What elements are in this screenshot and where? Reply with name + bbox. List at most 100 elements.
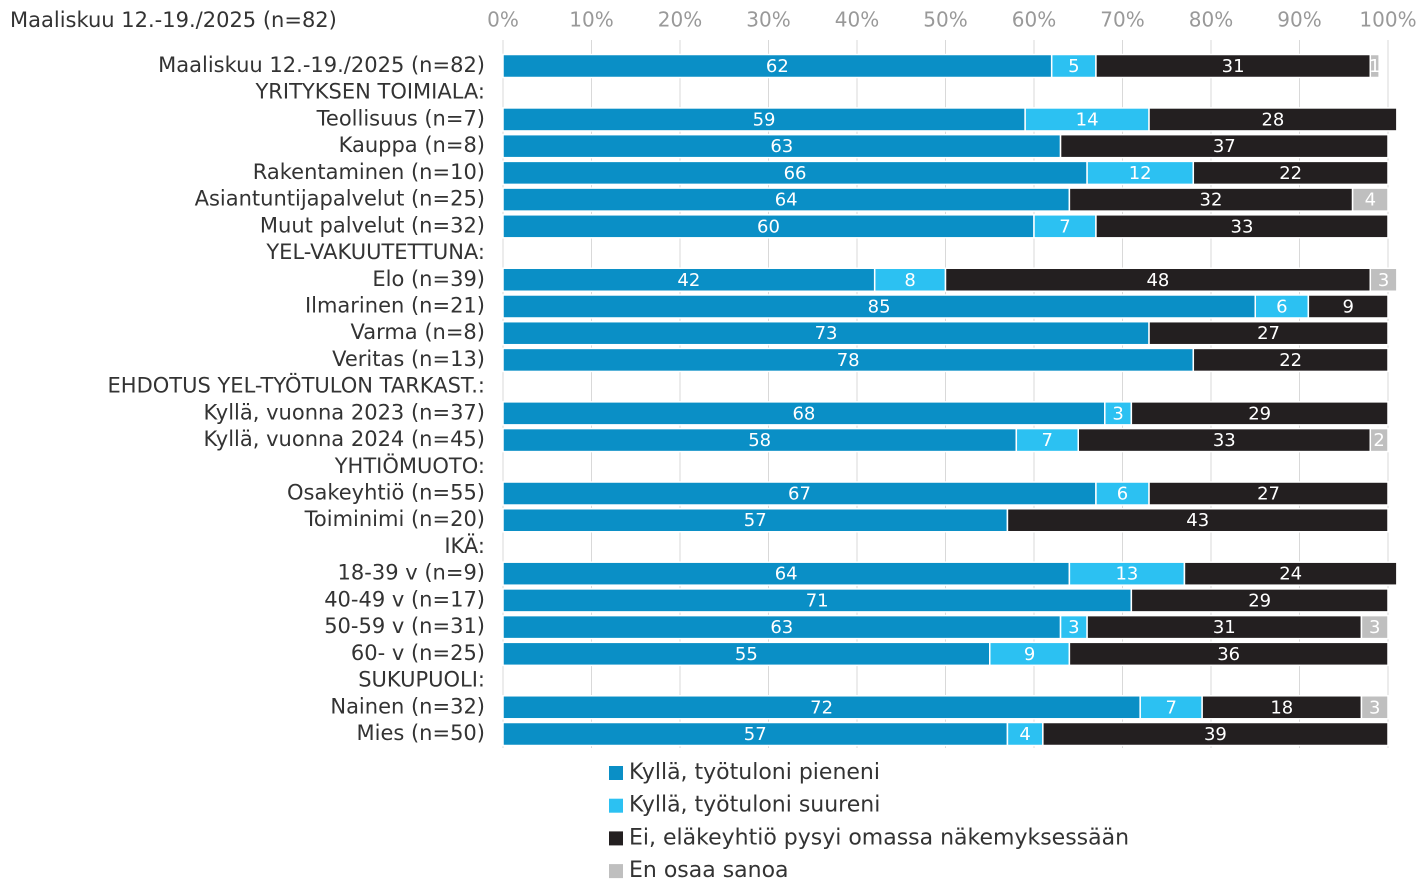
- legend-swatch: [609, 798, 623, 813]
- data-label: 12: [1129, 163, 1152, 184]
- data-label: 14: [1076, 109, 1099, 130]
- data-label: 3: [1112, 403, 1123, 424]
- data-label: 85: [868, 296, 891, 317]
- data-label: 62: [766, 56, 789, 77]
- bar-segment: [1068, 641, 1389, 667]
- y-tick-label: IKÄ:: [444, 533, 485, 558]
- data-label: 6: [1117, 484, 1128, 505]
- data-label: 32: [1200, 190, 1223, 211]
- data-label: 6: [1276, 296, 1287, 317]
- y-tick-label: YRITYKSEN TOIMIALA:: [254, 80, 485, 104]
- legend-label: Ei, eläkeyhtiö pysyi omassa näkemyksessä…: [629, 825, 1129, 850]
- x-tick-label: 30%: [746, 8, 790, 32]
- data-label: 4: [1019, 724, 1030, 745]
- bar-segment: [1095, 214, 1389, 239]
- data-label: 58: [748, 430, 771, 451]
- data-label: 60: [757, 216, 780, 237]
- data-label: 43: [1186, 510, 1209, 531]
- data-label: 18: [1270, 697, 1293, 718]
- legend-label: Kyllä, työtuloni suureni: [629, 793, 880, 818]
- y-tick-label: Veritas (n=13): [332, 347, 485, 371]
- data-label: 55: [735, 644, 758, 665]
- bar-segment: [1369, 427, 1389, 453]
- y-tick-label: Mies (n=50): [356, 721, 485, 745]
- y-tick-label: EHDOTUS YEL-TYÖTULON TARKAST.:: [108, 373, 485, 398]
- data-label: 3: [1369, 617, 1380, 638]
- data-label: 7: [1042, 430, 1053, 451]
- y-tick-label: Muut palvelut (n=32): [260, 213, 485, 237]
- y-tick-label: Teollisuus (n=7): [316, 106, 485, 130]
- bar-segment: [1192, 160, 1389, 186]
- data-label: 57: [744, 510, 767, 531]
- data-label: 5: [1068, 56, 1079, 77]
- data-label: 48: [1146, 270, 1169, 291]
- legend-swatch: [609, 831, 623, 846]
- data-label: 2: [1373, 430, 1384, 451]
- y-tick-label: Ilmarinen (n=21): [305, 293, 485, 317]
- data-label: 1: [1369, 56, 1380, 77]
- bar-segment: [1130, 401, 1389, 426]
- data-label: 13: [1115, 564, 1138, 585]
- data-label: 33: [1231, 216, 1254, 237]
- data-label: 22: [1279, 163, 1302, 184]
- y-tick-label: Kyllä, vuonna 2023 (n=37): [204, 400, 485, 424]
- data-label: 24: [1279, 564, 1302, 585]
- bar-segment: [1148, 481, 1389, 506]
- bar-segment: [1369, 267, 1398, 293]
- bar-segment: [1006, 507, 1389, 533]
- y-tick-label: Toiminimi (n=20): [304, 507, 485, 531]
- data-label: 67: [788, 484, 811, 505]
- y-tick-label: Asiantuntijapalvelut (n=25): [195, 187, 485, 211]
- chart-title: Maaliskuu 12.-19./2025 (n=82): [10, 8, 337, 32]
- legend-label: Kyllä, työtuloni pieneni: [629, 760, 880, 785]
- data-label: 66: [784, 163, 807, 184]
- y-tick-label: Varma (n=8): [350, 320, 485, 344]
- data-label: 4: [1365, 190, 1376, 211]
- y-tick-label: Kyllä, vuonna 2024 (n=45): [204, 427, 485, 451]
- y-tick-label: YEL-VAKUUTETTUNA:: [265, 240, 485, 264]
- y-tick-label: Osakeyhtiö (n=55): [287, 481, 485, 505]
- x-tick-label: 50%: [923, 8, 967, 32]
- y-tick-label: Maaliskuu 12.-19./2025 (n=82): [158, 53, 485, 77]
- y-tick-label: YHTIÖMUOTO:: [334, 453, 485, 478]
- data-label: 39: [1204, 724, 1227, 745]
- bar-segment: [1369, 53, 1380, 79]
- data-label: 78: [837, 350, 860, 371]
- x-tick-label: 100%: [1359, 8, 1416, 32]
- y-tick-label: Rakentaminen (n=10): [253, 160, 485, 184]
- bar-segment: [1351, 187, 1389, 212]
- data-label: 71: [806, 590, 829, 611]
- x-tick-label: 60%: [1012, 8, 1056, 32]
- data-label: 9: [1342, 296, 1353, 317]
- data-label: 9: [1024, 644, 1035, 665]
- data-label: 57: [744, 724, 767, 745]
- x-tick-label: 80%: [1189, 8, 1233, 32]
- data-label: 27: [1257, 484, 1280, 505]
- x-tick-label: 20%: [658, 8, 702, 32]
- data-label: 31: [1222, 56, 1245, 77]
- bar-segment: [1059, 133, 1389, 159]
- data-label: 3: [1369, 697, 1380, 718]
- data-label: 42: [677, 270, 700, 291]
- data-label: 64: [775, 190, 798, 211]
- data-label: 7: [1165, 697, 1176, 718]
- data-label: 28: [1261, 109, 1284, 130]
- data-label: 22: [1279, 350, 1302, 371]
- y-tick-label: Nainen (n=32): [330, 694, 485, 718]
- bar-segment: [1148, 320, 1389, 346]
- y-tick-label: 60- v (n=25): [351, 641, 485, 665]
- x-tick-label: 0%: [487, 8, 519, 32]
- data-label: 37: [1213, 136, 1236, 157]
- bar-segment: [1130, 588, 1389, 613]
- bar-segment: [1192, 347, 1389, 373]
- bar-segment: [1042, 721, 1389, 747]
- x-tick-label: 40%: [835, 8, 879, 32]
- data-label: 59: [753, 109, 776, 130]
- bar-segment: [1148, 107, 1398, 132]
- data-label: 63: [770, 136, 793, 157]
- data-label: 3: [1068, 617, 1079, 638]
- legend-label: En osaa sanoa: [629, 858, 789, 883]
- x-tick-label: 70%: [1100, 8, 1144, 32]
- y-tick-label: Kauppa (n=8): [339, 133, 485, 157]
